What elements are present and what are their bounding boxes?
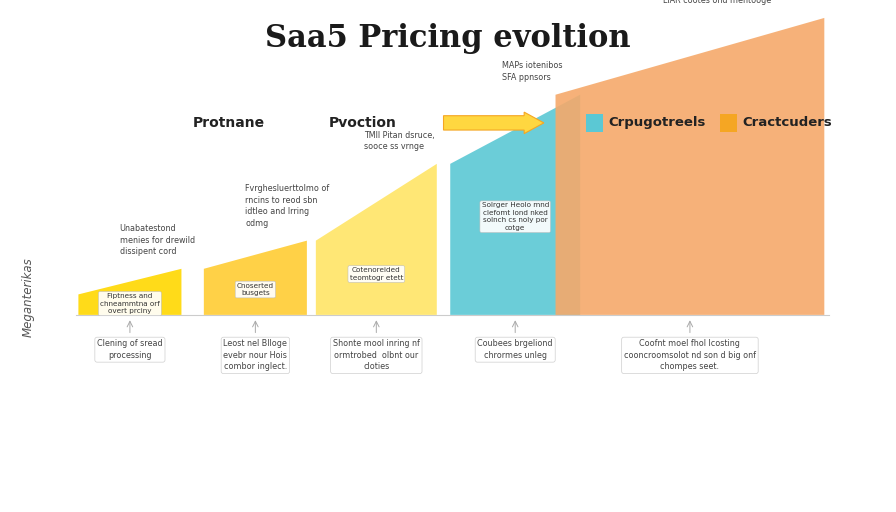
Text: Saa5 Pricing evoltion: Saa5 Pricing evoltion — [265, 23, 631, 54]
Polygon shape — [316, 164, 437, 315]
Text: Clening of sread
processing: Clening of sread processing — [97, 339, 163, 360]
FancyBboxPatch shape — [720, 114, 737, 132]
Polygon shape — [203, 241, 306, 315]
Text: Cotenoreided
teomtogr etett: Cotenoreided teomtogr etett — [349, 267, 403, 281]
Text: TMll Pitan dsruce,
sooce ss vrnge: TMll Pitan dsruce, sooce ss vrnge — [364, 131, 435, 151]
Text: Crpugotreels: Crpugotreels — [608, 116, 706, 130]
Text: Fvrghesluerttolmo of
rncins to reod sbn
idtleo and lrring
odmg: Fvrghesluerttolmo of rncins to reod sbn … — [246, 184, 330, 228]
Text: Solrger Heolo mnd
clefomt lond nked
solnch cs noly por
cotge: Solrger Heolo mnd clefomt lond nked soln… — [481, 202, 549, 231]
FancyBboxPatch shape — [586, 114, 603, 132]
Text: Unabatestond
menies for drewild
dissipent cord: Unabatestond menies for drewild dissipen… — [119, 224, 194, 256]
Text: Protnane: Protnane — [193, 116, 264, 130]
FancyArrow shape — [444, 112, 544, 134]
Text: Leost nel Blloge
evebr nour Hois
combor inglect.: Leost nel Blloge evebr nour Hois combor … — [223, 339, 288, 371]
Polygon shape — [556, 18, 824, 315]
Text: Coofnt moel fhol lcosting
cooncroomsolot nd son d big onf
chompes seet.: Coofnt moel fhol lcosting cooncroomsolot… — [624, 339, 756, 371]
Text: Meganterikas: Meganterikas — [22, 257, 35, 337]
Text: Coubees brgeliond
chrormes unleg: Coubees brgeliond chrormes unleg — [478, 339, 553, 360]
Polygon shape — [450, 95, 581, 315]
Text: MAPs iotenibos
SFA ppnsors: MAPs iotenibos SFA ppnsors — [503, 61, 563, 82]
Text: Fiptness and
chneammtna orf
overt prciny: Fiptness and chneammtna orf overt prciny — [100, 293, 159, 314]
Text: Pvoction: Pvoction — [329, 116, 397, 130]
Polygon shape — [79, 269, 181, 315]
Text: Preferus
LiAR cootes ond mentooge: Preferus LiAR cootes ond mentooge — [663, 0, 771, 5]
Text: Cractcuders: Cractcuders — [743, 116, 832, 130]
Text: Cnoserted
busgets: Cnoserted busgets — [237, 283, 274, 296]
Text: Shonte mool inring nf
ormtrobed  olbnt our
cloties: Shonte mool inring nf ormtrobed olbnt ou… — [333, 339, 419, 371]
